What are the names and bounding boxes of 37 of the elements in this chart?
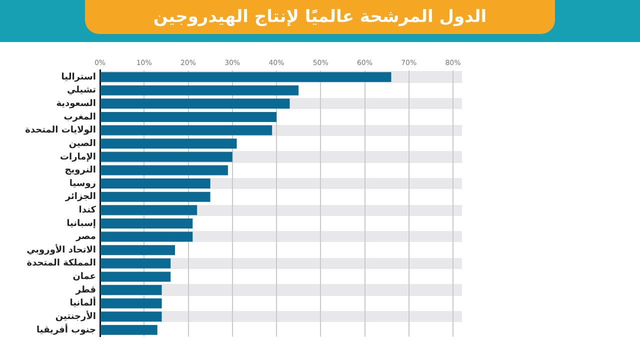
y-tick-label: الجزائر: [64, 192, 96, 202]
y-tick-label: الأرجنتين: [55, 310, 96, 322]
y-tick-label: إسبانيا: [66, 218, 96, 229]
bar: [100, 138, 237, 149]
bar: [100, 232, 193, 242]
bar: [100, 245, 176, 256]
y-tick-label: عمان: [72, 272, 96, 282]
y-tick-label: الصين: [68, 138, 96, 149]
y-tick-label: تشيلي: [67, 86, 96, 96]
y-tick-label: المملكة المتحدة: [26, 258, 96, 269]
bar: [100, 285, 162, 296]
chart-title: الدول المرشحة عالميًا لإنتاج الهيدروجين: [85, 0, 555, 34]
bar: [100, 165, 228, 176]
bar: [100, 218, 193, 228]
y-tick-label: المغرب: [64, 112, 96, 122]
y-tick-label: جنوب أفريقيا: [36, 323, 96, 336]
bar: [100, 312, 162, 322]
y-tick-label: استراليا: [61, 72, 96, 82]
bar: [100, 205, 198, 216]
bar: [100, 112, 276, 122]
bar: [100, 258, 171, 268]
bar: [100, 192, 210, 202]
bar: [100, 178, 210, 189]
y-tick-label: مصر: [74, 232, 96, 242]
bar: [100, 298, 162, 308]
bar: [100, 324, 158, 335]
y-tick-label: السعودية: [56, 99, 96, 110]
bar: [100, 85, 299, 96]
y-tick-label: ألمانيا: [70, 296, 96, 309]
y-tick-label: روسيا: [69, 178, 96, 189]
bar: [100, 272, 171, 282]
y-tick-label: قطر: [74, 285, 96, 296]
y-tick-label: النرويج: [64, 166, 96, 176]
y-tick-label: الاتحاد الأوروبي: [26, 243, 96, 256]
y-tick-label: الولايات المتحدة: [25, 126, 96, 136]
y-tick-label: كندا: [78, 206, 97, 216]
y-tick-label: الإمارات: [60, 152, 96, 162]
